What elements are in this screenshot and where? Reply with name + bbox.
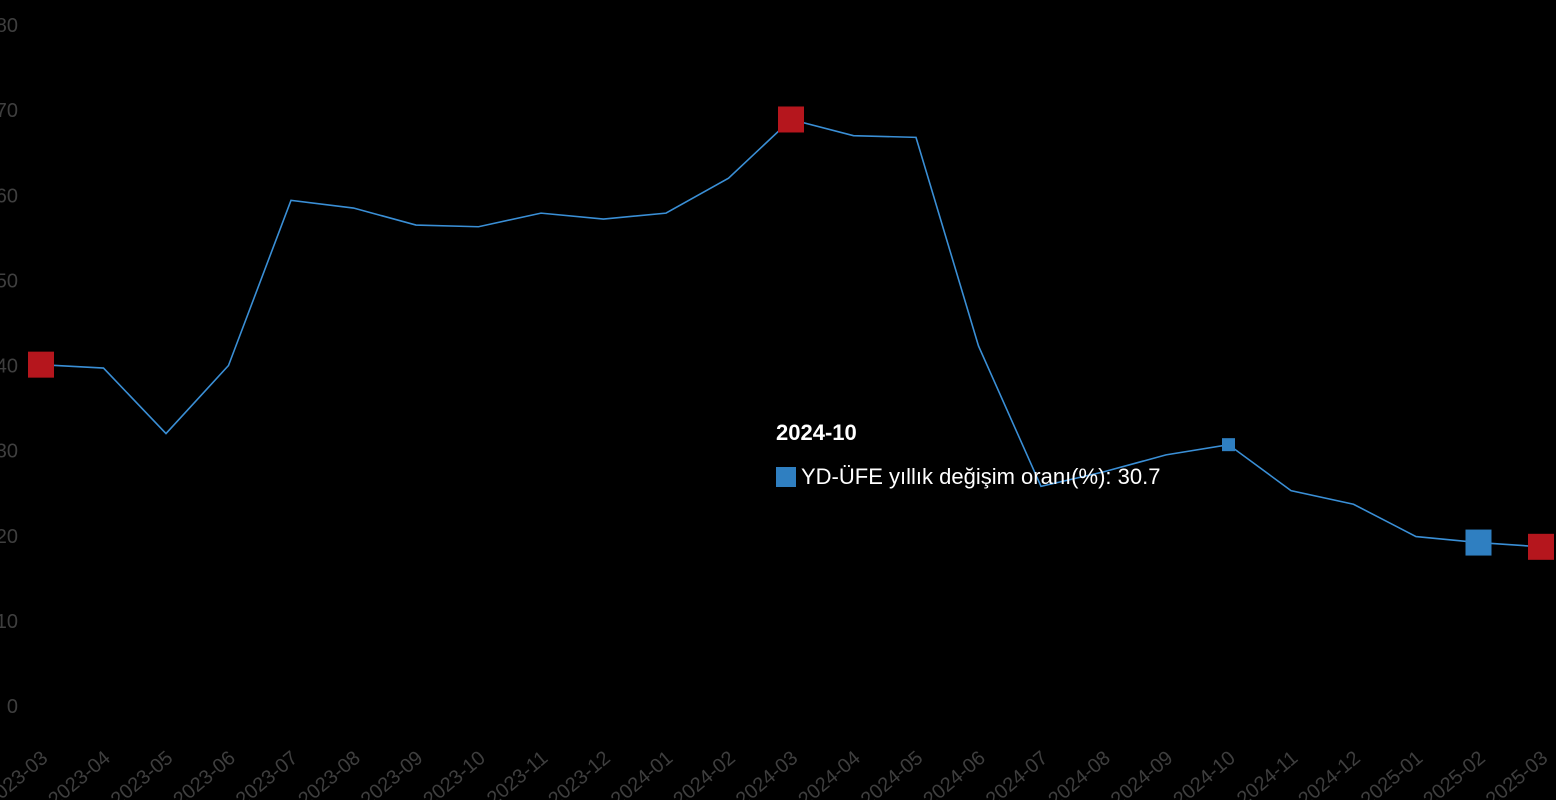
tooltip-row: YD-ÜFE yıllık değişim oranı(%): 30.7 bbox=[776, 464, 1160, 490]
highlight-marker bbox=[28, 351, 54, 378]
x-tick-label: 2023-09 bbox=[357, 747, 427, 800]
y-tick-label: 20 bbox=[0, 526, 18, 548]
highlight-marker bbox=[1465, 529, 1492, 556]
y-tick-label: 0 bbox=[7, 696, 18, 718]
x-tick-label: 2024-04 bbox=[794, 747, 864, 800]
x-tick-label: 2025-01 bbox=[1357, 747, 1427, 800]
x-tick-label: 2024-02 bbox=[669, 747, 739, 800]
tooltip-series-swatch bbox=[776, 467, 796, 487]
y-tick-label: 70 bbox=[0, 100, 18, 122]
x-tick-label: 2023-06 bbox=[169, 747, 239, 800]
x-tick-label: 2024-01 bbox=[607, 747, 677, 800]
x-tick-label: 2024-06 bbox=[919, 747, 989, 800]
x-tick-label: 2024-12 bbox=[1294, 747, 1364, 800]
x-tick-label: 2023-04 bbox=[44, 747, 114, 800]
y-tick-label: 50 bbox=[0, 270, 18, 292]
x-tick-label: 2023-12 bbox=[544, 747, 614, 800]
x-tick-label: 2024-05 bbox=[857, 747, 927, 800]
highlight-marker bbox=[778, 106, 804, 133]
y-tick-label: 10 bbox=[0, 611, 18, 633]
x-tick-label: 2024-09 bbox=[1107, 747, 1177, 800]
tooltip-series-value: YD-ÜFE yıllık değişim oranı(%): 30.7 bbox=[801, 464, 1161, 489]
x-tick-label: 2023-07 bbox=[232, 747, 302, 800]
chart-tooltip: 2024-10 YD-ÜFE yıllık değişim oranı(%): … bbox=[768, 420, 1160, 490]
x-tick-label: 2024-07 bbox=[982, 747, 1052, 800]
highlight-marker bbox=[1528, 533, 1554, 560]
y-tick-label: 60 bbox=[0, 185, 18, 207]
tooltip-title: 2024-10 bbox=[776, 420, 857, 445]
x-tick-label: 2024-10 bbox=[1169, 747, 1239, 800]
y-tick-label: 40 bbox=[0, 356, 18, 378]
y-tick-label: 30 bbox=[0, 441, 18, 463]
highlight-marker bbox=[1222, 438, 1235, 452]
y-tick-label: 80 bbox=[0, 15, 18, 37]
x-tick-label: 2024-08 bbox=[1044, 747, 1114, 800]
x-tick-label: 2024-11 bbox=[1233, 747, 1302, 800]
x-tick-label: 2025-03 bbox=[1482, 747, 1552, 800]
x-tick-label: 2023-05 bbox=[107, 747, 177, 800]
x-tick-label: 2023-10 bbox=[419, 747, 489, 800]
x-tick-label: 2023-03 bbox=[0, 747, 52, 800]
x-tick-label: 2025-02 bbox=[1419, 747, 1489, 800]
x-tick-label: 2023-11 bbox=[483, 747, 552, 800]
x-tick-label: 2023-08 bbox=[294, 747, 364, 800]
x-tick-label: 2024-03 bbox=[732, 747, 802, 800]
